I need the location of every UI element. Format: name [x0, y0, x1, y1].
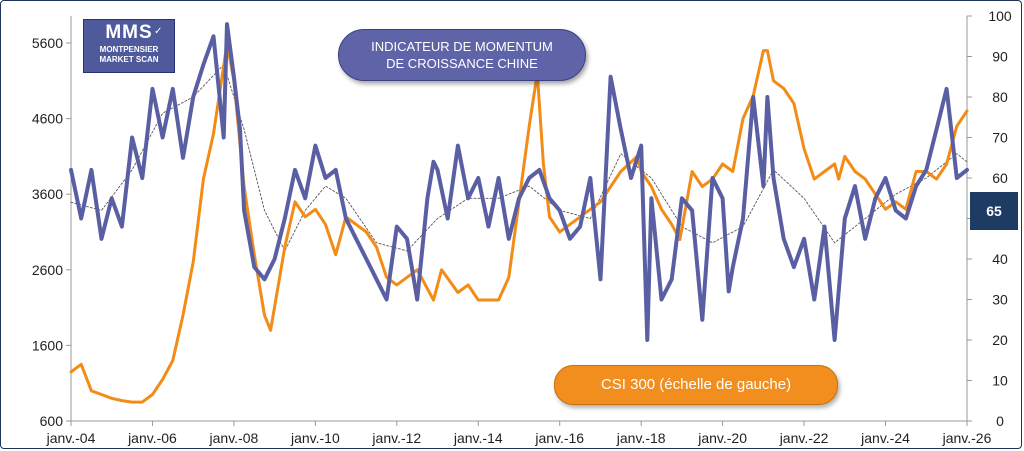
right-tick-label: 90 — [992, 49, 1008, 65]
right-tick-label: 80 — [992, 89, 1008, 105]
logo-tagline-line1: MONTPENSIER — [99, 45, 159, 54]
logo-brand: MMS — [105, 22, 153, 43]
left-tick-label: 3600 — [32, 186, 63, 202]
x-tick-label: janv.-26 — [942, 430, 992, 446]
current-value-badge: 65 — [970, 192, 1018, 230]
csi300-line — [69, 41, 969, 404]
mms-logo: ✓ MMS MONTPENSIER MARKET SCAN — [83, 19, 175, 73]
x-tick-label: janv.-14 — [453, 430, 503, 446]
x-tick-label: janv.-06 — [127, 430, 177, 446]
logo-tagline-line2: MARKET SCAN — [99, 55, 159, 64]
right-tick-label: 40 — [992, 251, 1008, 267]
momentum-line — [69, 22, 969, 342]
left-tick-label: 1600 — [32, 337, 63, 353]
right-tick-label: 100 — [988, 8, 1012, 24]
left-tick-label: 600 — [40, 413, 64, 429]
right-tick-label: 30 — [992, 292, 1008, 308]
x-tick-label: janv.-04 — [46, 430, 96, 446]
right-tick-label: 70 — [992, 130, 1008, 146]
right-tick-label: 10 — [992, 373, 1008, 389]
chart-title-line1: INDICATEUR DE MOMENTUM — [371, 39, 553, 54]
csi300-series-label: CSI 300 (échelle de gauche) — [554, 365, 838, 405]
moving-average-line — [70, 64, 968, 252]
chart-axes: 6001600260036004600560001020304050607080… — [32, 8, 1012, 446]
left-tick-label: 2600 — [32, 262, 63, 278]
chart-title: INDICATEUR DE MOMENTUM DE CROISSANCE CHI… — [338, 29, 586, 81]
x-tick-label: janv.-20 — [697, 430, 747, 446]
x-tick-label: janv.-16 — [534, 430, 584, 446]
logo-check-icon: ✓ — [154, 26, 163, 37]
x-tick-label: janv.-22 — [779, 430, 829, 446]
x-tick-label: janv.-24 — [860, 430, 910, 446]
right-tick-label: 0 — [996, 413, 1004, 429]
left-tick-label: 5600 — [32, 35, 63, 51]
right-tick-label: 60 — [992, 170, 1008, 186]
x-tick-label: janv.-12 — [371, 430, 421, 446]
right-tick-label: 20 — [992, 332, 1008, 348]
chart-title-line2: DE CROISSANCE CHINE — [386, 56, 538, 71]
x-tick-label: janv.-18 — [616, 430, 666, 446]
left-tick-label: 4600 — [32, 111, 63, 127]
x-tick-label: janv.-08 — [209, 430, 259, 446]
logo-tagline: MONTPENSIER MARKET SCAN — [84, 45, 174, 65]
x-tick-label: janv.-10 — [290, 430, 340, 446]
